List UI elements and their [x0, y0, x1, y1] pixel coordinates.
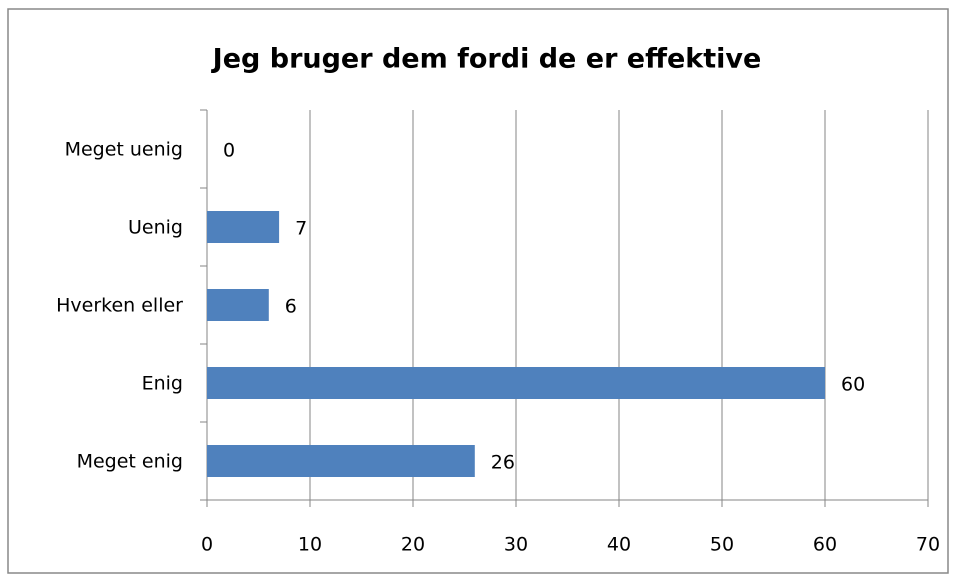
data-label: 0	[223, 140, 235, 162]
x-tick-label: 60	[813, 534, 837, 556]
bar	[207, 289, 269, 321]
data-label: 60	[841, 374, 865, 396]
x-tick-label: 0	[201, 534, 213, 556]
x-tick-label: 40	[607, 534, 631, 556]
x-tick-label: 70	[916, 534, 940, 556]
x-tick-label: 50	[710, 534, 734, 556]
y-tick-label: Meget uenig	[65, 139, 183, 161]
data-label: 6	[285, 296, 297, 318]
data-label: 7	[295, 218, 307, 240]
chart-frame	[7, 8, 949, 574]
data-label: 26	[491, 452, 515, 474]
y-tick-label: Uenig	[128, 217, 183, 239]
y-tick-label: Meget enig	[77, 451, 183, 473]
x-tick-label: 30	[504, 534, 528, 556]
y-tick-label: Enig	[142, 373, 183, 395]
x-tick-label: 20	[401, 534, 425, 556]
bar	[207, 367, 825, 399]
chart-title: Jeg bruger dem fordi de er effektive	[211, 44, 762, 75]
x-tick-label: 10	[298, 534, 322, 556]
bar	[207, 445, 475, 477]
y-tick-label: Hverken eller	[56, 295, 183, 317]
bar	[207, 211, 280, 243]
